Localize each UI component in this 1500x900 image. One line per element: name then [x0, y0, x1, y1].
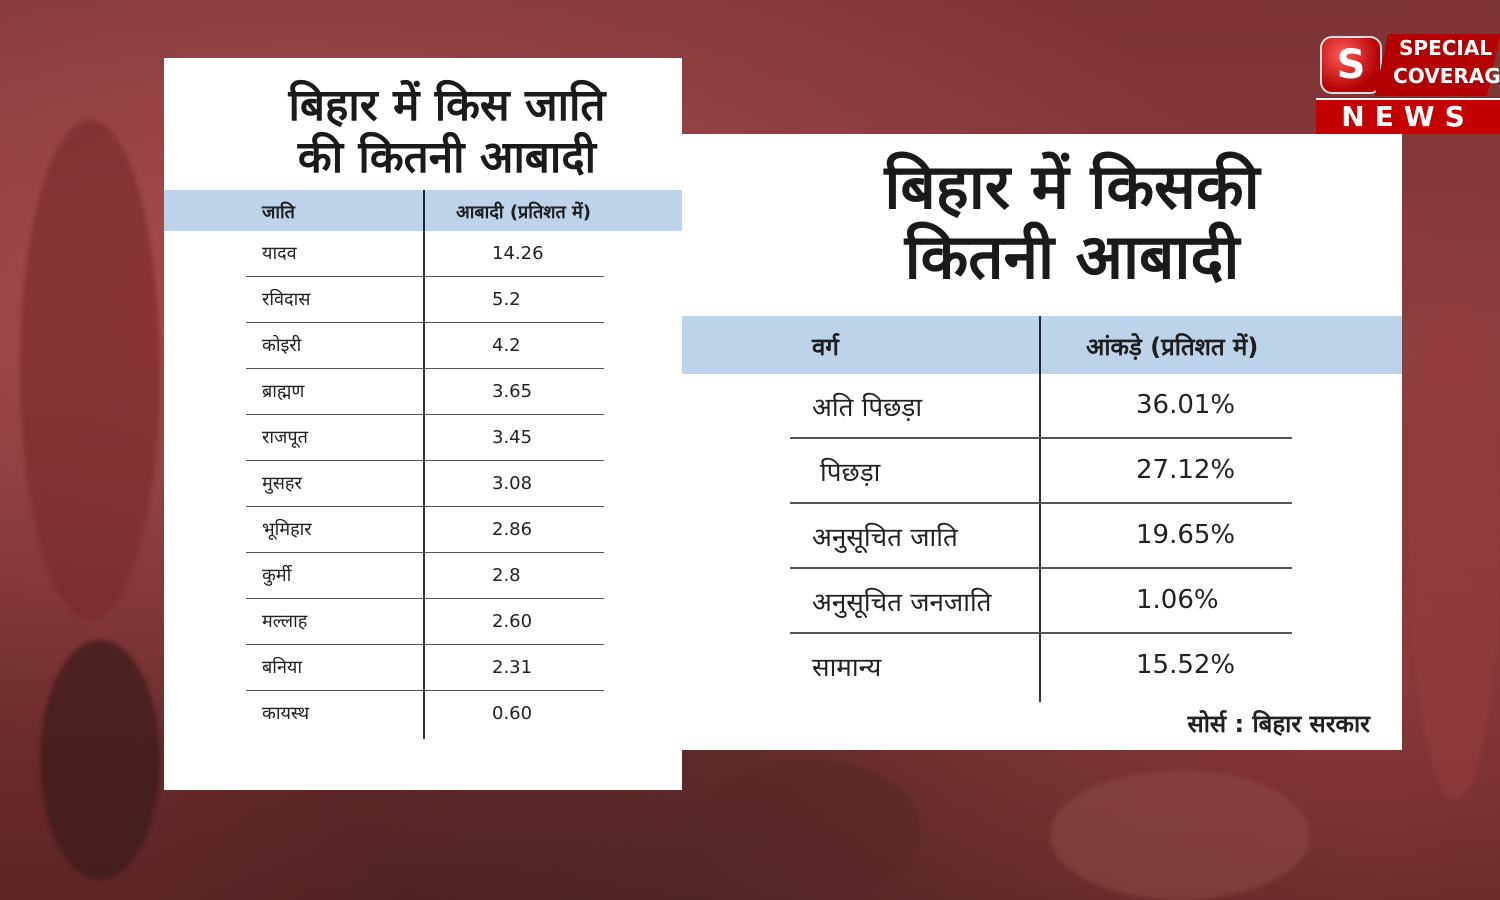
category-name: अनुसूचित जनजाति — [812, 588, 992, 618]
row-divider — [790, 567, 1292, 569]
table-row: बनिया 2.31 — [164, 645, 682, 691]
special-coverage-news-logo: S SPECIAL COVERAGE NEWS — [1316, 30, 1500, 134]
table-row: अति पिछड़ा 36.01% — [682, 374, 1402, 439]
row-divider — [246, 368, 604, 369]
caste-percentage: 2.60 — [492, 611, 533, 632]
table-row: मुसहर 3.08 — [164, 461, 682, 507]
row-divider — [246, 506, 604, 507]
caste-percentage: 2.31 — [492, 657, 533, 678]
caste-name: मुसहर — [262, 473, 302, 494]
table-row: ब्राह्मण 3.65 — [164, 369, 682, 415]
category-percentage: 15.52% — [1136, 650, 1236, 680]
caste-name: रविदास — [262, 289, 311, 310]
caste-percentage: 3.65 — [492, 381, 533, 402]
row-divider — [246, 322, 604, 323]
header-divider — [423, 190, 425, 231]
table-row: मल्लाह 2.60 — [164, 599, 682, 645]
logo-text-news: NEWS — [1316, 98, 1500, 134]
caste-name: कायस्थ — [262, 703, 310, 724]
category-name: पिछड़ा — [820, 458, 881, 488]
table-row: कायस्थ 0.60 — [164, 691, 682, 737]
logo-special-banner: SPECIAL COVERAGE — [1374, 34, 1500, 96]
category-name: अनुसूचित जाति — [812, 523, 958, 553]
logo-text-special: SPECIAL — [1399, 36, 1493, 60]
caste-card-title-line2: की कितनी आबादी — [297, 132, 597, 183]
header-divider — [1039, 316, 1041, 374]
logo-text-coverage: COVERAGE — [1393, 64, 1500, 88]
caste-name: मल्लाह — [262, 611, 308, 632]
caste-card-title-line1: बिहार में किस जाति — [288, 80, 606, 131]
row-divider — [790, 437, 1292, 439]
caste-percentage: 0.60 — [492, 703, 533, 724]
category-table-divider — [1039, 374, 1041, 702]
row-divider — [246, 460, 604, 461]
table-row: यादव 14.26 — [164, 231, 682, 277]
table-row: कोइरी 4.2 — [164, 323, 682, 369]
caste-percentage: 14.26 — [492, 243, 544, 264]
category-card-title-line2: कितनी आबादी — [904, 220, 1240, 293]
table-row: अनुसूचित जनजाति 1.06% — [682, 569, 1402, 634]
category-percentage: 27.12% — [1136, 455, 1236, 485]
caste-name: कुर्मी — [262, 565, 292, 586]
caste-column-header: जाति — [262, 202, 295, 223]
category-percentage: 1.06% — [1136, 585, 1219, 615]
logo-s-badge: S — [1320, 36, 1382, 94]
table-row: सामान्य 15.52% — [682, 634, 1402, 699]
row-divider — [246, 598, 604, 599]
table-row: अनुसूचित जाति 19.65% — [682, 504, 1402, 569]
row-divider — [790, 502, 1292, 504]
table-row: भूमिहार 2.86 — [164, 507, 682, 553]
figures-column-header: आंकड़े (प्रतिशत में) — [1086, 333, 1259, 361]
table-row: पिछड़ा 27.12% — [682, 439, 1402, 504]
row-divider — [246, 690, 604, 691]
category-name: अति पिछड़ा — [812, 393, 923, 423]
row-divider — [246, 276, 604, 277]
category-percentage: 36.01% — [1136, 390, 1236, 420]
caste-name: यादव — [262, 243, 297, 264]
caste-name: कोइरी — [262, 335, 302, 356]
table-row: रविदास 5.2 — [164, 277, 682, 323]
caste-name: ब्राह्मण — [262, 381, 305, 402]
caste-name: राजपूत — [262, 427, 308, 448]
row-divider — [246, 552, 604, 553]
category-table-header: वर्ग आंकड़े (प्रतिशत में) — [682, 316, 1402, 374]
category-column-header: वर्ग — [812, 333, 839, 361]
row-divider — [790, 632, 1292, 634]
caste-table-divider — [423, 231, 425, 739]
category-name: सामान्य — [812, 653, 882, 683]
caste-percentage: 3.45 — [492, 427, 533, 448]
category-percentage: 19.65% — [1136, 520, 1236, 550]
category-card-title-line1: बिहार में किसकी — [884, 150, 1260, 223]
row-divider — [246, 414, 604, 415]
category-population-card: बिहार में किसकी कितनी आबादी वर्ग आंकड़े … — [682, 134, 1402, 750]
population-column-header: आबादी (प्रतिशत में) — [456, 202, 591, 223]
source-credit: सोर्स : बिहार सरकार — [1187, 710, 1370, 738]
caste-name: बनिया — [262, 657, 303, 678]
caste-percentage: 5.2 — [492, 289, 521, 310]
caste-percentage: 3.08 — [492, 473, 533, 494]
row-divider — [246, 644, 604, 645]
caste-population-card: बिहार में किस जाति की कितनी आबादी जाति आ… — [164, 58, 682, 790]
caste-table-header: जाति आबादी (प्रतिशत में) — [164, 190, 682, 231]
table-row: राजपूत 3.45 — [164, 415, 682, 461]
caste-name: भूमिहार — [262, 519, 312, 540]
caste-percentage: 4.2 — [492, 335, 521, 356]
caste-percentage: 2.86 — [492, 519, 533, 540]
caste-percentage: 2.8 — [492, 565, 521, 586]
table-row: कुर्मी 2.8 — [164, 553, 682, 599]
